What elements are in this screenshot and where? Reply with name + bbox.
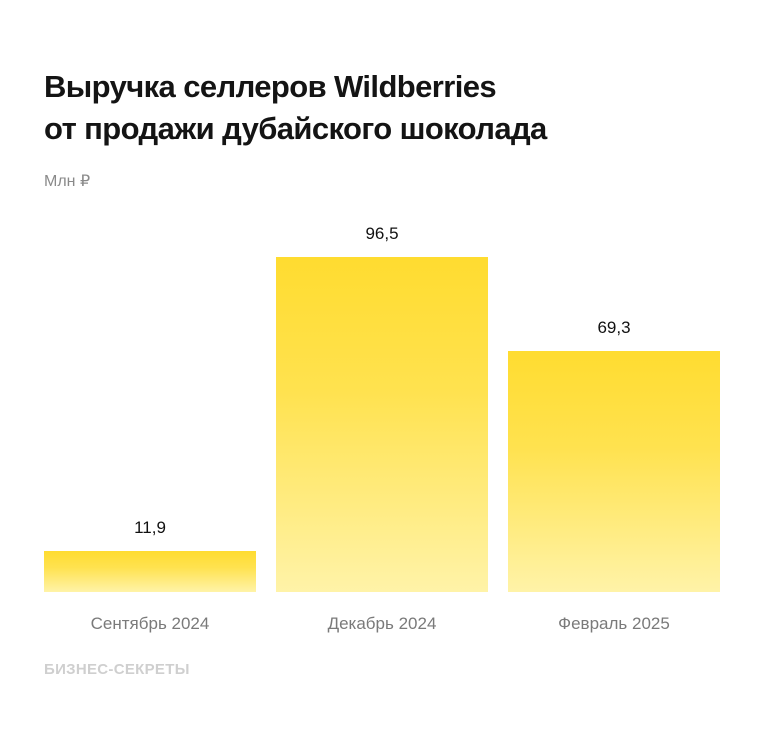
bar-september-2024 bbox=[44, 551, 256, 592]
value-label: 69,3 bbox=[597, 318, 631, 337]
value-label: 96,5 bbox=[365, 224, 399, 243]
category-label: Сентябрь 2024 bbox=[90, 614, 210, 633]
title-line-2: от продажи дубайского шоколада bbox=[44, 111, 547, 146]
bar-february-2025 bbox=[508, 351, 720, 592]
value-label: 11,9 bbox=[134, 518, 166, 537]
unit-label: Млн ₽ bbox=[44, 173, 91, 190]
source-logo: БИЗНЕС-СЕКРЕТЫ bbox=[44, 661, 190, 678]
bar-december-2024 bbox=[276, 257, 488, 592]
category-label: Декабрь 2024 bbox=[327, 614, 437, 633]
category-label: Февраль 2025 bbox=[558, 614, 670, 633]
chart-title: Выручка селлеров Wildberries от продажи … bbox=[44, 66, 744, 150]
title-line-1: Выручка селлеров Wildberries bbox=[44, 69, 497, 104]
